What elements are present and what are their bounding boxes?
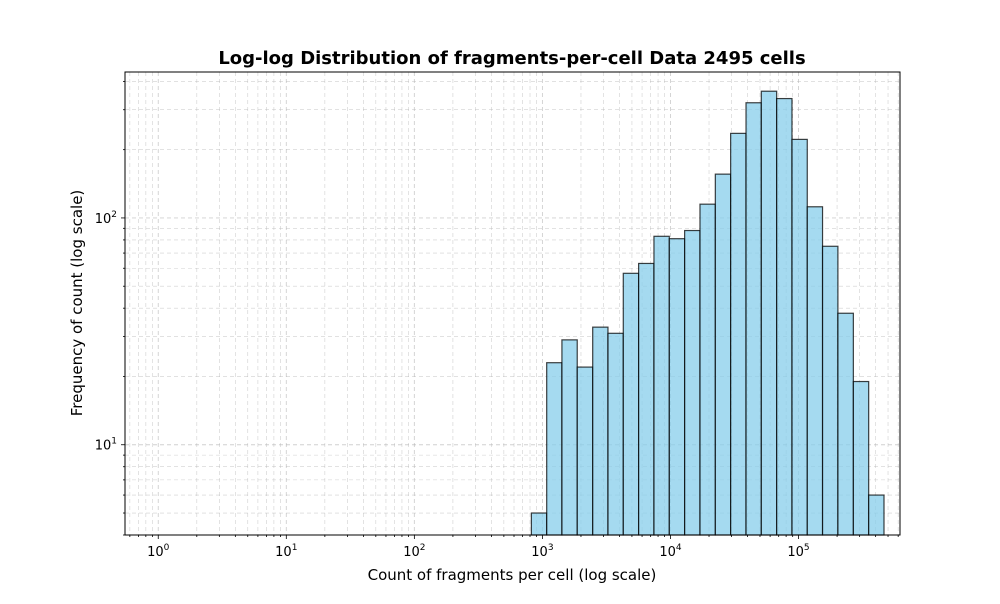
y-tick-label: 101 [95,437,117,454]
histogram-bar [730,132,747,536]
histogram-bar [791,138,808,536]
histogram-bar [530,512,548,536]
histogram-bar [607,332,624,536]
x-tick-label: 101 [275,543,297,560]
x-tick-label: 105 [787,543,809,560]
x-tick-label: 100 [147,543,170,560]
x-axis-label: Count of fragments per cell (log scale) [368,566,657,584]
plot-area-frame [124,71,901,536]
histogram-bar [668,238,686,536]
histogram-bar [592,326,609,536]
y-axis-ticks: 101 102 [95,80,125,536]
histogram-bar [745,102,762,536]
x-tick-label: 103 [531,543,553,560]
histogram-bar [868,494,885,536]
histogram-bar [837,312,854,536]
x-axis-ticks: 100 101 102 103 104 105 [129,535,899,560]
histogram-bar [699,203,716,536]
histogram-bar [561,339,578,536]
x-tick-label: 102 [403,543,425,560]
histogram-bar [576,366,594,536]
histogram-bar [852,380,870,536]
histogram-bar [638,262,655,536]
bars [530,90,885,536]
x-tick-label: 104 [659,543,682,560]
histogram-bar [653,235,670,536]
histogram-bar [776,97,793,536]
y-axis-label: Frequency of count (log scale) [68,190,86,417]
y-tick-label: 102 [95,210,117,227]
histogram-bar [684,229,701,536]
histogram-bar [821,245,839,536]
chart-title: Log-log Distribution of fragments-per-ce… [218,48,805,69]
histogram-bar [806,206,824,536]
histogram-bar [546,362,563,536]
histogram-bar [622,272,640,536]
histogram-bar [714,173,732,536]
histogram-bar [760,90,778,536]
